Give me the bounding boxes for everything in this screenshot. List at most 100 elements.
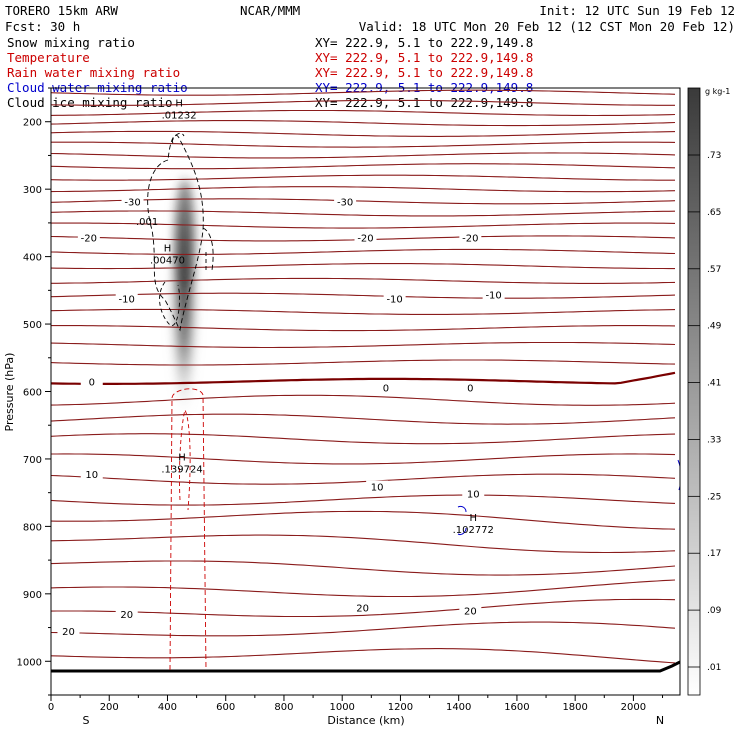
isotherm bbox=[51, 222, 676, 229]
isotherm bbox=[51, 186, 676, 193]
isotherm bbox=[51, 579, 676, 598]
rain-contour-outer bbox=[169, 388, 207, 671]
isotherm bbox=[51, 152, 676, 159]
temperature-labels: -30 -30 -20 -20 -20 -10 -10 -10 0 0 0 10 10 10 20 20 20 2… bbox=[57, 195, 505, 638]
isotherm bbox=[51, 433, 676, 445]
temp-label: -10 bbox=[485, 290, 501, 301]
temp-label: -30 bbox=[124, 197, 140, 208]
extremum-value: .102772 bbox=[453, 525, 494, 536]
x-axis: 0 200 400 600 800 1000 1200 1400 1600 1800 2000 bbox=[48, 695, 664, 713]
x-tick-label: 1400 bbox=[446, 702, 471, 713]
temp-label-bg bbox=[121, 195, 144, 207]
colorbar-label: .17 bbox=[707, 549, 721, 559]
colorbar-label: .49 bbox=[707, 322, 722, 332]
field-name-temperature: Temperature bbox=[7, 50, 90, 65]
isotherm bbox=[51, 598, 676, 618]
extremum-value: .139724 bbox=[161, 464, 202, 475]
isotherm bbox=[51, 292, 676, 299]
temp-label-bg bbox=[374, 381, 397, 393]
field-name-cloud-ice: Cloud ice mixing ratio bbox=[7, 95, 173, 110]
x-axis-right-end: N bbox=[656, 714, 664, 727]
colorbar-label: .01 bbox=[707, 663, 721, 673]
temperature-isotherms bbox=[51, 89, 676, 664]
isotherm bbox=[51, 198, 676, 205]
temp-label: -20 bbox=[462, 234, 478, 245]
temp-label: 10 bbox=[371, 483, 384, 494]
x-tick-label: 2000 bbox=[621, 702, 646, 713]
snow-contour-outer bbox=[147, 134, 204, 332]
temp-label-bg bbox=[383, 292, 406, 304]
isotherm bbox=[51, 308, 676, 315]
isotherm bbox=[51, 141, 676, 148]
isotherm bbox=[51, 248, 676, 255]
temp-label: 20 bbox=[464, 607, 477, 618]
x-tick-label: 1200 bbox=[388, 702, 413, 713]
y-tick-label: 700 bbox=[23, 455, 42, 466]
y-tick-label: 600 bbox=[23, 388, 42, 399]
y-tick-label: 200 bbox=[23, 118, 42, 129]
temp-label: 0 bbox=[383, 383, 389, 394]
x-axis-label: Distance (km) bbox=[327, 714, 404, 727]
snow-contour-top bbox=[172, 132, 185, 144]
isotherm bbox=[51, 341, 676, 349]
x-tick-label: 1800 bbox=[562, 702, 587, 713]
temp-label-bg bbox=[459, 381, 482, 393]
field-name-rain: Rain water mixing ratio bbox=[7, 65, 180, 80]
temp-label: 20 bbox=[356, 603, 369, 614]
isotherm bbox=[51, 277, 676, 284]
isotherm bbox=[51, 109, 676, 117]
header: TORERO 15km ARW NCAR/MMM Init: 12 UTC Su… bbox=[5, 3, 735, 110]
valid-time: Valid: 18 UTC Mon 20 Feb 12 (12 CST Mon … bbox=[359, 19, 735, 34]
plot-area: -30 -30 -20 -20 -20 -10 -10 -10 0 0 0 10 10 10 20 20 20 2… bbox=[51, 89, 680, 673]
rain-contour-inner bbox=[179, 408, 191, 511]
field-xy-snow: XY= 222.9, 5.1 to 222.9,149.8 bbox=[315, 35, 533, 50]
colorbar: .01 .09 .17 .25 .33 .41 .49 .57 .65 .73 g kg-1 bbox=[687, 87, 730, 696]
isotherm bbox=[51, 325, 676, 332]
colorbar-units: g kg-1 bbox=[705, 87, 730, 96]
colorbar-label: .33 bbox=[707, 435, 721, 445]
field-xy-temperature: XY= 222.9, 5.1 to 222.9,149.8 bbox=[315, 50, 533, 65]
mixing-ratio-core bbox=[176, 180, 194, 290]
colorbar-label: .25 bbox=[707, 492, 721, 502]
temp-label-bg bbox=[366, 480, 389, 492]
isotherm bbox=[51, 621, 676, 637]
x-tick-label: 200 bbox=[100, 702, 119, 713]
colorbar-label: .41 bbox=[707, 379, 721, 389]
temp-label-bg bbox=[57, 624, 80, 636]
temp-label-bg bbox=[77, 231, 100, 243]
isotherm bbox=[51, 453, 676, 465]
field-name-snow: Snow mixing ratio bbox=[7, 35, 135, 50]
extremum-value: .001 bbox=[136, 217, 158, 228]
isotherm bbox=[51, 130, 676, 137]
isotherm bbox=[51, 89, 676, 96]
temp-label-bg bbox=[462, 487, 485, 499]
isotherm bbox=[51, 120, 676, 127]
temp-label-bg bbox=[115, 608, 138, 620]
x-tick-label: 0 bbox=[48, 702, 54, 713]
extremum-value: .00470 bbox=[150, 255, 185, 266]
extremum-marker: H bbox=[469, 513, 477, 524]
temp-label-bg bbox=[80, 375, 103, 387]
forecast-hour: Fcst: 30 h bbox=[5, 19, 80, 34]
x-tick-label: 1000 bbox=[329, 702, 354, 713]
extremum-marker: H bbox=[175, 98, 183, 109]
isotherm bbox=[51, 648, 676, 664]
temp-label: 0 bbox=[89, 377, 95, 388]
temp-label: -10 bbox=[119, 294, 135, 305]
temp-label: -20 bbox=[81, 234, 97, 245]
temp-label: 0 bbox=[467, 383, 473, 394]
y-tick-label: 400 bbox=[23, 253, 42, 264]
cloud-water-contour bbox=[457, 505, 467, 535]
isotherm bbox=[51, 560, 676, 576]
temp-label-bg bbox=[354, 231, 377, 243]
center-title: NCAR/MMM bbox=[240, 3, 300, 18]
colorbar-label: .65 bbox=[707, 208, 721, 218]
colorbar-label: .09 bbox=[707, 606, 722, 616]
temp-label: 10 bbox=[467, 489, 480, 500]
temp-label-bg bbox=[459, 231, 482, 243]
y-axis-label: Pressure (hPa) bbox=[3, 353, 16, 432]
isotherm bbox=[51, 534, 676, 554]
temp-label: -20 bbox=[357, 234, 373, 245]
extremum-marker: H bbox=[164, 243, 172, 254]
